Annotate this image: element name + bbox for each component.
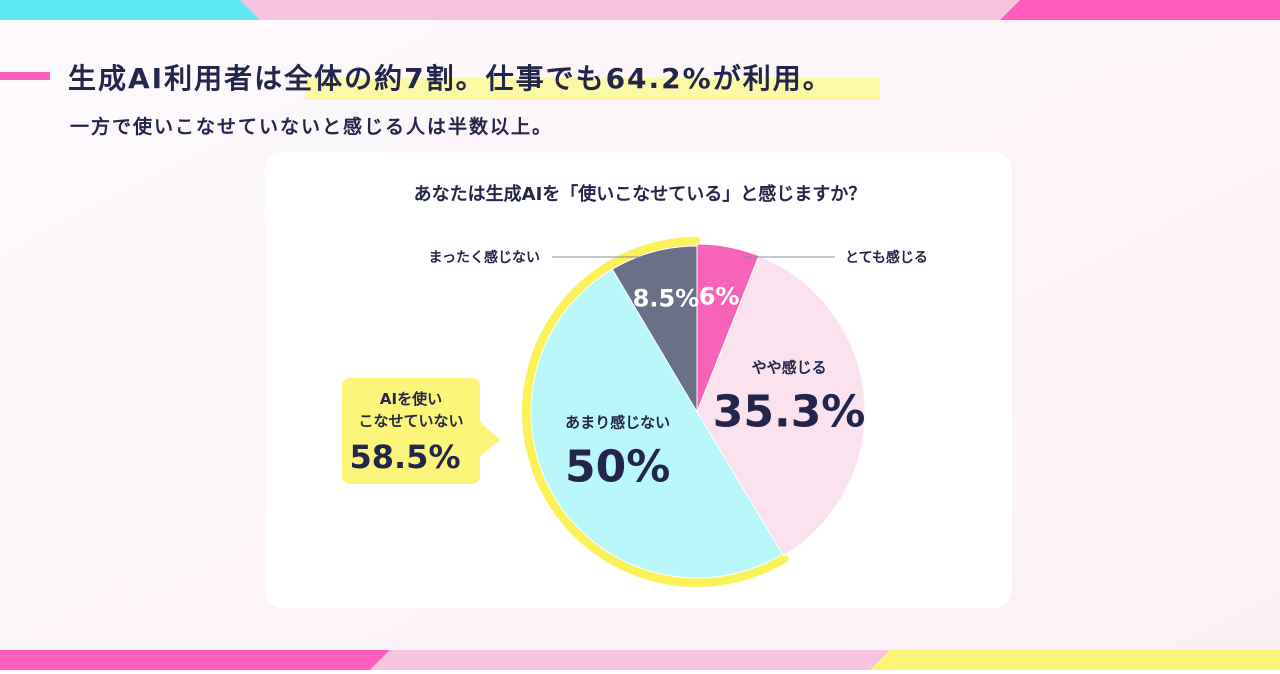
highlight [305,78,880,100]
callout-pointer [478,420,500,458]
slice-value-label: 35.3% [713,386,866,437]
chart-title: あなたは生成AIを「使いこなせている」と感じますか？ [414,183,867,205]
pie-slice [530,268,784,579]
top-strip [0,0,260,20]
headline: 生成AI利用者は全体の約7割。仕事でも64.2%が利用。 [68,62,833,95]
heading-bar [0,72,50,80]
slice-category-label: とても感じる [845,249,928,266]
slice-category-label: やや感じる [752,358,827,376]
callout-text: AIを使いこなせていない [358,390,463,430]
top-strip [240,0,1020,20]
top-strip [1000,0,1280,20]
pie-slice [611,245,698,414]
slice-category-label: まったく感じない [429,249,540,266]
slice-value-label: 8.5% [633,285,700,313]
slice-value-label: 6% [699,282,740,310]
bottom-strip [870,650,1280,670]
callout-value: 58.5% [349,438,460,476]
bottom-strip [370,650,890,670]
bottom-strip [0,650,390,670]
subheadline: 一方で使いこなせていないと感じる人は半数以上。 [70,115,553,138]
slice-value-label: 50% [565,441,670,492]
slice-category-label: あまり感じない [565,413,670,431]
callout-box [342,378,480,484]
